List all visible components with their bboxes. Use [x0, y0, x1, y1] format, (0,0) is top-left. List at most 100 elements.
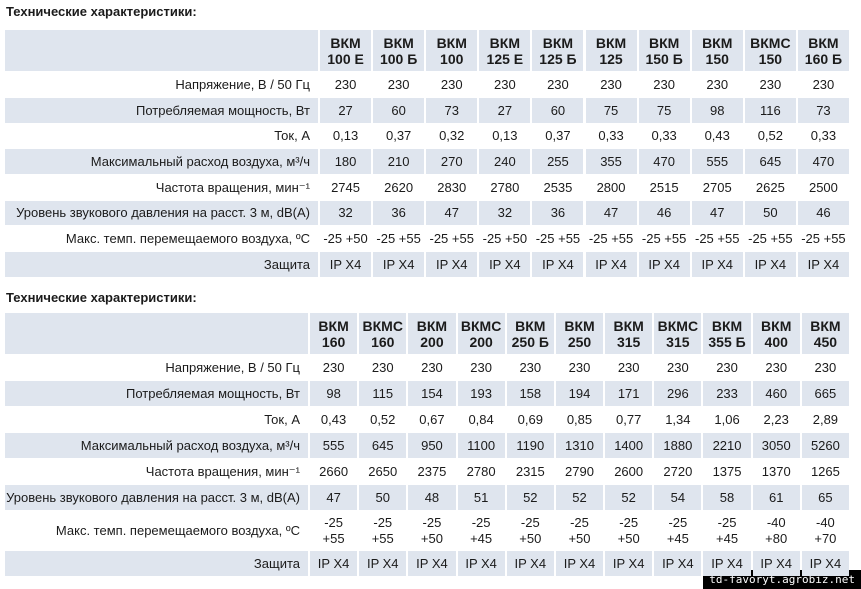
row-label: Напряжение, В / 50 Гц	[5, 72, 318, 97]
cell-text: 61	[768, 489, 784, 505]
table-cell: 51	[457, 485, 505, 510]
column-header: ВКМ 100 Б	[373, 30, 425, 71]
table-cell: 0,69	[507, 407, 554, 432]
table-cell: 210	[373, 149, 425, 174]
cell-text: 2315	[515, 463, 545, 479]
table-cell: IP X4	[752, 551, 800, 576]
table-cell: 47	[585, 201, 637, 225]
cell-line: ВКМ	[613, 317, 644, 334]
table-cell: 230	[692, 72, 743, 97]
cell-text: 47	[603, 205, 619, 220]
cell-text: IP X4	[612, 555, 645, 571]
cell-line: ВКМ	[810, 317, 841, 334]
cell-text: 52	[523, 489, 538, 505]
column-header: ВКМ 160	[310, 313, 358, 354]
cell-text: 36	[550, 205, 566, 220]
table-cell: 2600	[605, 459, 652, 484]
cell-text: 1,06	[714, 411, 740, 427]
cell-text: 5260	[810, 437, 840, 453]
cell-line: -25	[570, 514, 589, 530]
cell-text: -25 +50	[482, 230, 528, 246]
cell-text: 230	[371, 359, 394, 375]
table-cell: 32	[479, 201, 531, 225]
table-cell: -25 +50	[556, 511, 603, 550]
column-header: ВКМС 200	[457, 313, 505, 354]
cell-text: 2790	[565, 463, 594, 479]
table-cell: 230	[745, 72, 796, 97]
cell-text: 46	[656, 205, 672, 220]
table-cell: 54	[654, 485, 702, 510]
cell-line: ВКМ	[808, 34, 839, 51]
cell-text: 230	[812, 76, 835, 92]
table-cell: -25 +55	[532, 226, 583, 251]
table-cell: 36	[373, 201, 425, 225]
cell-line: 150	[758, 50, 783, 67]
cell-line: ВКМ	[318, 317, 349, 334]
cell-text: 645	[759, 153, 782, 169]
cell-text: Уровень звукового давления на расст. 3 м…	[16, 205, 310, 220]
cell-line: 160	[321, 333, 346, 350]
cell-text: 2515	[649, 179, 679, 195]
cell-text: 32	[497, 205, 513, 220]
table-cell: 460	[752, 381, 800, 406]
table-cell: 2650	[359, 459, 406, 484]
cell-text: Максимальный расход воздуха, м³/ч	[90, 153, 310, 169]
cell-text: 47	[444, 205, 459, 220]
table-cell: 230	[507, 355, 554, 380]
table-cell: 355	[585, 149, 637, 174]
cell-line: ВКМС	[750, 34, 791, 51]
table-cell: 2620	[373, 175, 424, 200]
cell-text: 3050	[761, 437, 791, 453]
table-cell: 230	[802, 355, 849, 380]
table-cell: IP X4	[359, 551, 407, 576]
table-cell: 60	[532, 98, 584, 123]
cell-line: 200	[420, 333, 444, 350]
cell-text: 171	[617, 385, 640, 401]
table-cell: 230	[373, 72, 424, 97]
cell-text: 0,33	[810, 128, 837, 143]
cell-text: 0,52	[757, 128, 783, 143]
table-cell: 1,06	[703, 407, 750, 432]
column-header: ВКМС 150	[744, 30, 796, 71]
cell-text: 230	[547, 76, 569, 92]
cell-text: 230	[765, 359, 788, 375]
table-cell: -25 +55	[426, 226, 477, 251]
cell-text: -25 +55	[748, 230, 793, 246]
cell-text: 116	[759, 102, 781, 118]
table-cell: -25 +55	[798, 226, 849, 251]
table-cell: -25 +55	[359, 511, 406, 550]
table-cell: 230	[753, 355, 800, 380]
cell-line: -25	[619, 514, 639, 530]
table-cell: 1265	[802, 459, 849, 484]
cell-text: IP X4	[317, 555, 350, 571]
table-cell: 2625	[745, 175, 796, 200]
table-cell: 230	[586, 72, 637, 97]
column-header: ВКМ 450	[801, 313, 849, 354]
table-cell: 0,43	[310, 407, 357, 432]
cell-text: 1310	[565, 437, 594, 453]
table-cell: -25 +50	[408, 511, 455, 550]
cell-line: +45	[470, 530, 493, 546]
cell-line: 355 Б	[708, 333, 746, 350]
table-cell: -25 +55	[373, 226, 424, 251]
cell-line: ВКМ	[436, 34, 467, 51]
table-cell: 58	[703, 485, 751, 510]
cell-text: 270	[440, 153, 463, 169]
row-label: Ток, А	[5, 407, 308, 432]
cell-text: 0,67	[419, 411, 445, 427]
table-cell: IP X4	[320, 252, 372, 277]
table-cell: 47	[310, 485, 358, 510]
cell-line: -40	[816, 514, 835, 530]
table-cell: 1880	[654, 433, 702, 458]
cell-text: 2,89	[812, 411, 839, 427]
cell-text: 46	[816, 205, 831, 220]
table-cell: -25 +45	[703, 511, 750, 550]
cell-text: 2780	[490, 179, 520, 195]
cell-line: 150	[705, 50, 729, 67]
cell-text: IP X4	[662, 555, 694, 571]
row-label: Максимальный расход воздуха, м³/ч	[5, 149, 318, 174]
cell-text: IP X4	[809, 555, 842, 571]
cell-text: 154	[421, 385, 443, 401]
cell-text: 230	[470, 359, 492, 375]
